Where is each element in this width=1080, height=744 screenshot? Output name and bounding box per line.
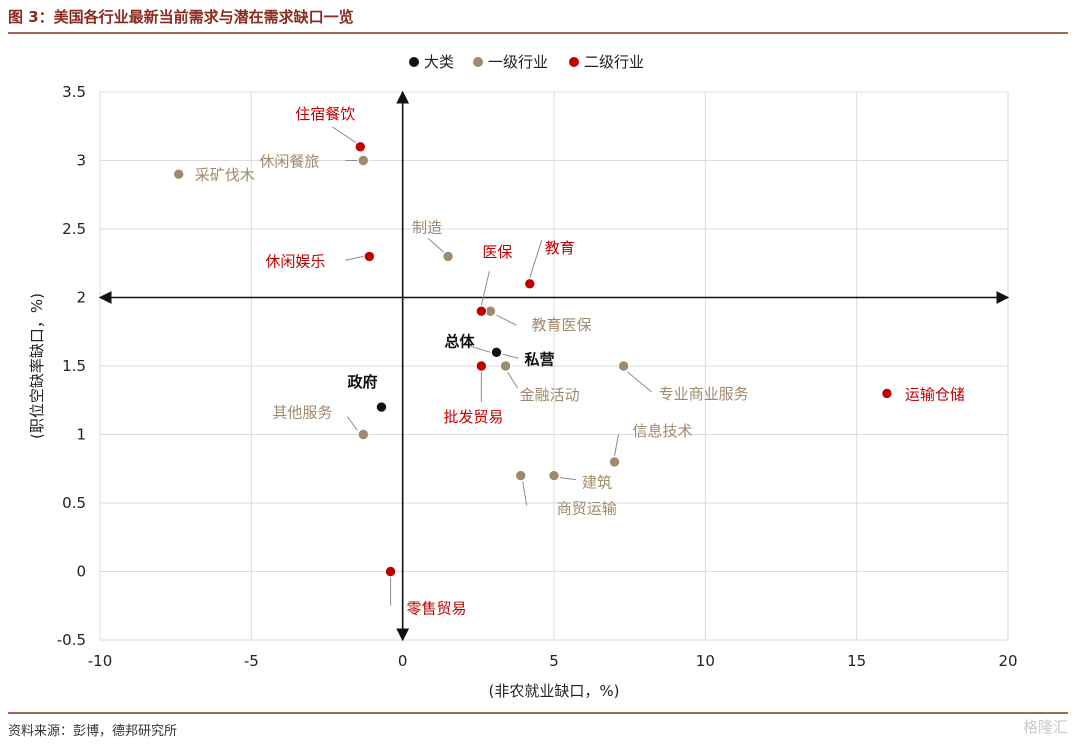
leader-line (427, 238, 445, 253)
grid-layer (99, 91, 1009, 641)
point-label: 总体 (444, 332, 475, 350)
data-point (475, 305, 488, 317)
data-point (357, 428, 370, 441)
leader-line (522, 481, 528, 506)
data-point (608, 456, 621, 468)
point-label: 私营 (523, 350, 554, 368)
leader-line (332, 126, 357, 144)
data-point (172, 168, 185, 180)
x-tick-label: -10 (88, 652, 113, 670)
point-label: 政府 (347, 373, 377, 391)
point-label: 零售贸易 (407, 600, 467, 618)
point-label: 运输仓储 (905, 385, 965, 403)
point-label: 金融活动 (520, 386, 580, 404)
point-label: 商贸运输 (557, 500, 617, 518)
x-tick-label: 10 (696, 652, 715, 670)
legend-marker (473, 57, 483, 67)
data-point (363, 250, 376, 263)
point-label: 休闲餐旅 (259, 153, 319, 171)
point-label: 教育 (545, 239, 575, 257)
legend: 大类 一级行业 二级行业 (409, 53, 644, 71)
quadrant-axes (98, 90, 1010, 642)
data-points (172, 141, 893, 578)
leader-line (614, 433, 620, 456)
y-axis-title: (职位空缺率缺口，%) (28, 293, 46, 439)
y-tick-label: 2 (76, 289, 86, 307)
x-tick-label: 15 (847, 652, 866, 670)
point-label: 建筑 (582, 474, 612, 492)
leader-line (346, 416, 358, 431)
legend-label: 一级行业 (488, 53, 548, 71)
x-axis-title: (非农就业缺口，%) (489, 682, 620, 700)
point-label: 采矿伐木 (195, 166, 255, 184)
y-tick-label: 1 (76, 426, 86, 444)
x-tick-label: -5 (244, 652, 259, 670)
data-point (617, 360, 630, 372)
leader-line (507, 371, 518, 389)
legend-label: 二级行业 (584, 53, 644, 71)
point-label: 住宿餐饮 (295, 105, 355, 123)
data-point (499, 360, 512, 372)
point-label: 专业商业服务 (659, 385, 749, 403)
data-point (357, 154, 370, 167)
data-point (524, 278, 536, 290)
legend-marker (409, 57, 419, 67)
leader-line (496, 314, 517, 326)
y-tick-label: 0.5 (62, 494, 86, 512)
y-tick-label: 3.5 (62, 83, 86, 101)
source-note: 资料来源：彭博，德邦研究所 (8, 724, 178, 739)
leader-line (480, 271, 490, 306)
leader-line (627, 371, 652, 393)
leader-line (464, 343, 491, 353)
y-tick-label: 3 (76, 152, 86, 170)
data-point (354, 141, 366, 153)
data-point (881, 387, 893, 400)
point-label: 制造 (412, 218, 442, 236)
figure-title: 图 3：美国各行业最新当前需求与潜在需求缺口一览 (8, 8, 354, 26)
x-tick-label: 5 (549, 652, 559, 670)
leader-line (559, 477, 577, 481)
leader-lines (332, 126, 652, 606)
data-point (475, 360, 488, 372)
data-point (375, 401, 388, 413)
bottom-rule (8, 712, 1068, 714)
legend-label: 大类 (424, 53, 454, 71)
legend-marker (569, 57, 579, 67)
x-tick-label: 0 (398, 652, 408, 670)
y-tick-label: -0.5 (57, 631, 86, 649)
point-label: 休闲娱乐 (265, 252, 325, 270)
data-point (548, 469, 560, 482)
watermark-logo: 格隆汇 (1022, 718, 1068, 736)
leader-line (345, 255, 364, 261)
leader-line (502, 353, 519, 359)
y-tick-label: 1.5 (62, 357, 86, 375)
y-tick-label: 2.5 (62, 220, 86, 238)
top-rule (8, 32, 1068, 34)
point-label: 信息技术 (633, 422, 693, 440)
tick-labels: -10 -5 0 5 10 15 20 -0.5 0 0.5 1 1.5 2 2.5 3 3.5 (57, 83, 1018, 670)
point-label: 其他服务 (272, 404, 332, 422)
data-point (442, 250, 454, 263)
y-tick-label: 0 (76, 563, 86, 581)
point-label: 批发贸易 (443, 408, 503, 426)
leader-line (529, 239, 543, 278)
data-point (490, 346, 503, 358)
point-label: 教育医保 (531, 316, 591, 334)
data-point (384, 565, 397, 578)
data-point (515, 469, 527, 482)
x-tick-label: 20 (998, 652, 1017, 670)
point-label: 医保 (482, 243, 512, 261)
